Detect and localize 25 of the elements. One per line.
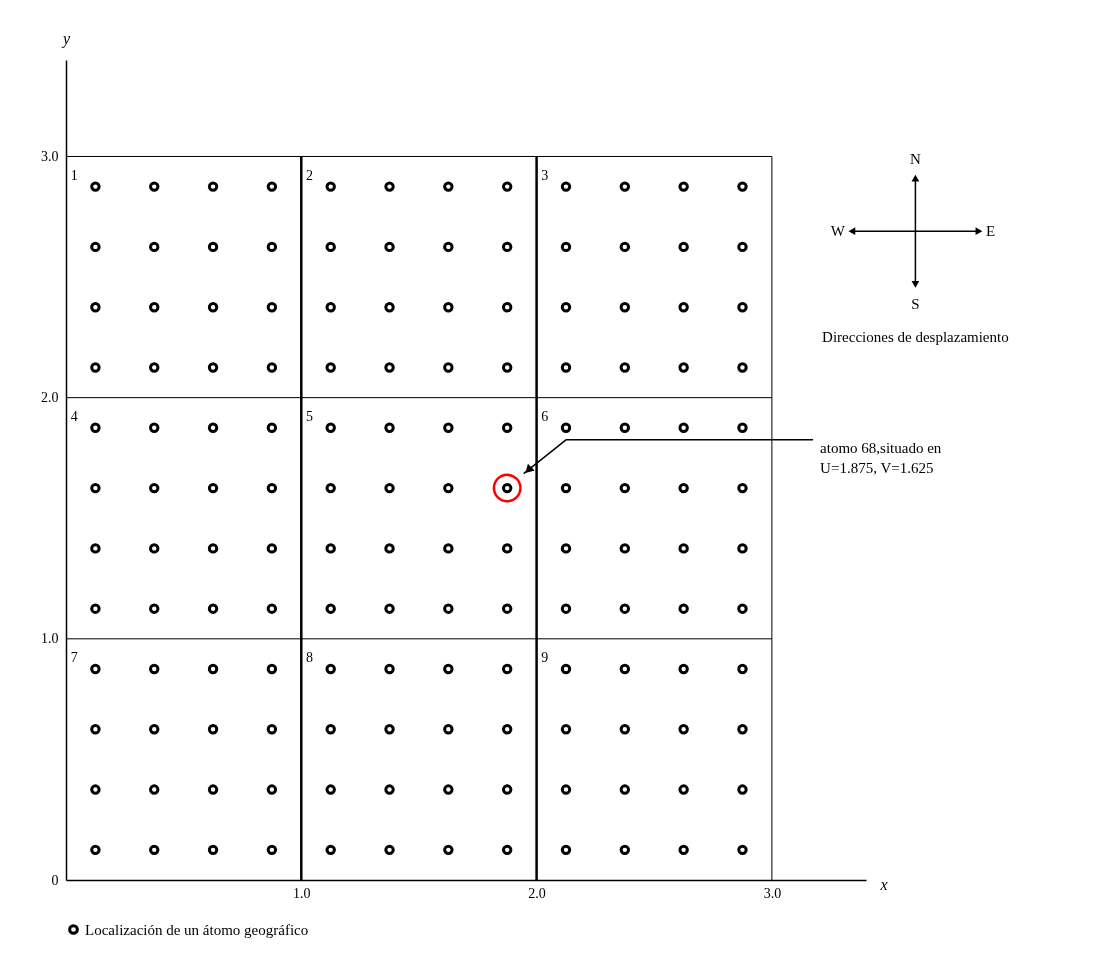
annotation: Direcciones de desplazamiento <box>822 329 1009 346</box>
annotation: 1 <box>70 167 78 183</box>
text: N <box>909 150 921 167</box>
y-tick-label: 1.0 <box>41 631 59 647</box>
annotation: 9 <box>541 649 549 665</box>
annotation: 6 <box>541 408 549 424</box>
legend-label: Localización de un átomo geográfico <box>85 921 309 938</box>
x-tick-label: 3.0 <box>763 885 782 901</box>
text: S <box>911 295 920 312</box>
annotation: 4 <box>70 408 78 424</box>
y-axis-title: y <box>60 29 71 48</box>
annotation: 8 <box>306 649 313 665</box>
annotation: W <box>830 223 846 240</box>
y-tick-label: 0 <box>51 872 59 888</box>
annotation: 7 <box>70 649 78 665</box>
annotation: 5 <box>306 408 313 424</box>
text: E <box>986 223 996 240</box>
x-tick-label: 1.0 <box>293 885 311 901</box>
annotation: atomo 68,situado en U=1.875, V=1.625 <box>820 439 942 476</box>
y-tick-label: 2.0 <box>41 390 59 406</box>
annotation: 3 <box>541 167 549 183</box>
x-tick-label: 2.0 <box>528 885 546 901</box>
y-tick-label: 3.0 <box>41 148 59 164</box>
annotation: 2 <box>306 167 313 183</box>
x-axis-title: x <box>879 875 888 893</box>
